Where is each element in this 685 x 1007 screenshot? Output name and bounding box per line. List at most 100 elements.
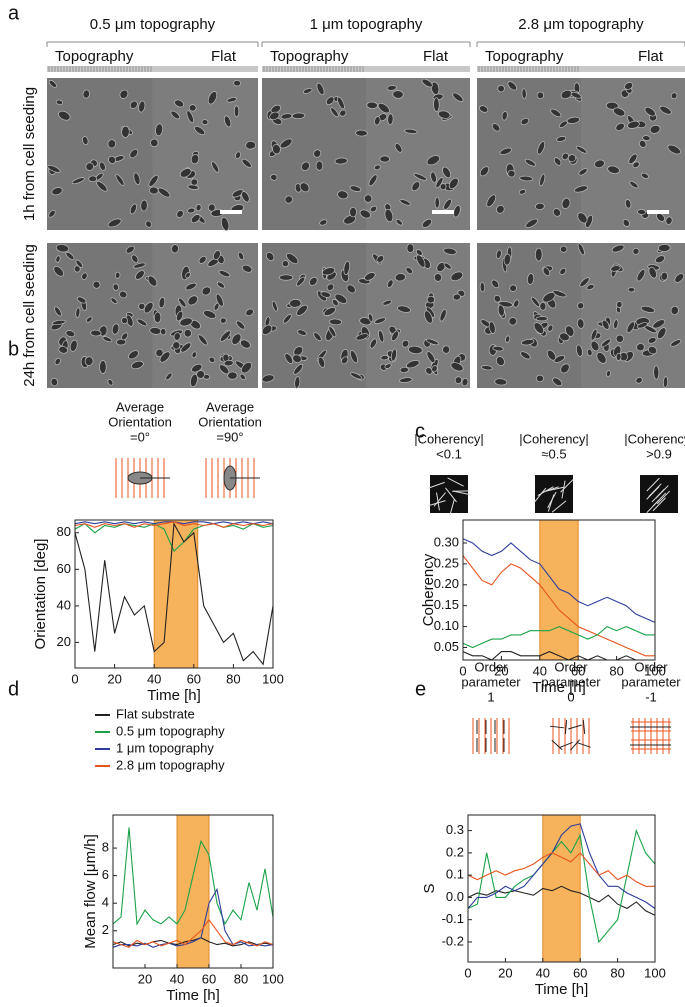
cell xyxy=(110,297,118,304)
cell xyxy=(133,262,147,269)
cell xyxy=(406,360,420,369)
cell xyxy=(73,265,81,273)
cell xyxy=(313,332,322,342)
cell xyxy=(58,110,71,121)
cell xyxy=(632,161,640,169)
cell xyxy=(377,102,390,114)
y-tick-label: 0.2 xyxy=(446,844,464,859)
cell xyxy=(479,166,490,177)
cell xyxy=(191,351,197,359)
cell xyxy=(50,377,58,387)
cell xyxy=(159,351,171,363)
cell xyxy=(670,92,678,100)
cell xyxy=(218,270,231,278)
cell xyxy=(629,180,639,189)
cell xyxy=(647,337,657,344)
cell xyxy=(237,251,245,261)
cell xyxy=(102,336,113,343)
x-axis-label: Time [h] xyxy=(166,987,220,1004)
cell xyxy=(384,363,392,369)
cell xyxy=(284,195,293,204)
series-line xyxy=(112,827,274,926)
cell xyxy=(359,317,372,326)
cell xyxy=(590,340,600,352)
y-tick-label: 0.10 xyxy=(434,618,459,633)
cell xyxy=(550,108,562,118)
cell xyxy=(535,374,544,383)
cell xyxy=(131,360,144,370)
series-line xyxy=(112,887,274,948)
cell xyxy=(359,209,371,219)
cell xyxy=(501,111,508,121)
x-tick-label: 100 xyxy=(262,671,284,686)
cell xyxy=(55,99,64,105)
cell xyxy=(84,356,94,366)
cell xyxy=(315,160,324,171)
icon-arrow xyxy=(551,739,563,751)
cell xyxy=(586,348,593,357)
cell xyxy=(185,272,191,279)
cell xyxy=(426,295,436,304)
x-tick-label: 80 xyxy=(610,965,624,980)
cell xyxy=(613,319,619,330)
cell xyxy=(536,91,545,100)
cell xyxy=(136,318,148,327)
y-tick-label: -0.2 xyxy=(442,933,464,948)
cell xyxy=(293,363,304,375)
series-line xyxy=(467,885,656,916)
x-tick-label: 40 xyxy=(170,971,184,986)
cell xyxy=(453,205,461,218)
cell xyxy=(198,256,207,264)
cell xyxy=(129,148,139,159)
cell xyxy=(394,273,406,282)
cell xyxy=(54,357,61,366)
cell xyxy=(58,345,68,354)
cell xyxy=(397,305,411,313)
cell xyxy=(637,209,647,215)
cell xyxy=(174,99,185,108)
cell xyxy=(481,365,493,371)
cell xyxy=(363,194,373,203)
cell xyxy=(48,209,56,218)
cell xyxy=(99,161,106,171)
cell xyxy=(454,376,463,384)
cell xyxy=(231,189,244,198)
cell xyxy=(657,327,667,340)
icon-label: parameter xyxy=(541,674,601,689)
icon-fiber xyxy=(547,491,557,509)
series-line xyxy=(467,828,656,944)
cell xyxy=(196,370,205,379)
cell xyxy=(395,219,403,226)
cell xyxy=(401,339,410,348)
icon-arrow xyxy=(559,741,573,749)
icon-label: Average xyxy=(206,399,254,414)
column-title: 0.5 μm topography xyxy=(90,16,216,33)
cell xyxy=(367,313,374,323)
cell xyxy=(575,145,588,154)
cell xyxy=(330,107,339,118)
cell xyxy=(495,249,502,259)
cell xyxy=(416,254,426,268)
cell xyxy=(660,271,668,281)
cell xyxy=(567,154,577,163)
cell xyxy=(284,353,294,364)
cell xyxy=(128,350,139,360)
cell xyxy=(561,197,571,209)
icon-label: |Coherency| xyxy=(624,431,685,446)
cell xyxy=(452,92,464,102)
legend-label: Flat substrate xyxy=(116,706,195,721)
cell xyxy=(220,216,230,231)
cell xyxy=(296,276,306,287)
cell xyxy=(86,316,93,323)
cell xyxy=(406,243,415,253)
x-tick-label: 80 xyxy=(609,663,623,678)
cell xyxy=(503,253,511,266)
icon-fiber xyxy=(560,479,574,493)
y-tick-label: 60 xyxy=(57,561,71,576)
cell xyxy=(112,283,119,291)
cell xyxy=(601,319,610,330)
cell xyxy=(632,247,640,255)
cell xyxy=(297,329,307,336)
cell xyxy=(331,299,339,307)
cell xyxy=(547,324,554,332)
